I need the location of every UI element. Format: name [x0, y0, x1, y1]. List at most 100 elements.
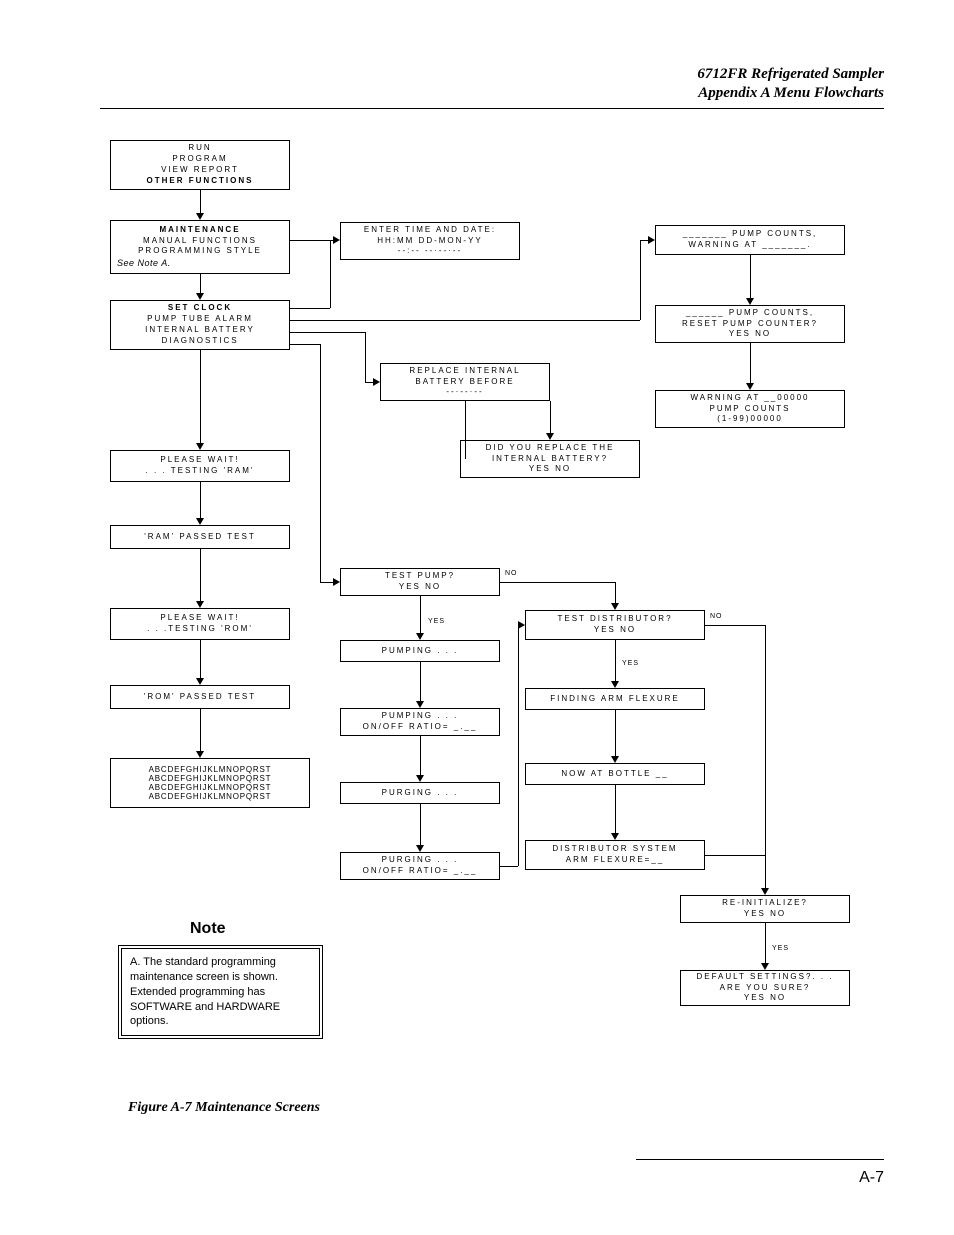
connector: [615, 640, 616, 681]
arrow-icon: [333, 578, 340, 586]
arrow-icon: [611, 681, 619, 688]
node-finding-arm: FINDING ARM FLEXURE: [525, 688, 705, 710]
arrow-icon: [196, 601, 204, 608]
connector: [750, 343, 751, 383]
node-testing-ram: PLEASE WAIT! . . . TESTING 'RAM': [110, 450, 290, 482]
node-run-menu: RUN PROGRAM VIEW REPORT OTHER FUNCTIONS: [110, 140, 290, 190]
node-testing-rom: PLEASE WAIT! . . .TESTING 'ROM': [110, 608, 290, 640]
node-chartest: ABCDEFGHIJKLMNOPQRST ABCDEFGHIJKLMNOPQRS…: [110, 758, 310, 808]
connector: [420, 596, 421, 633]
label-no: NO: [505, 570, 518, 577]
connector: [615, 582, 616, 603]
label-yes: YES: [622, 660, 639, 667]
connector: [550, 401, 551, 433]
label-yes: YES: [428, 618, 445, 625]
connector: [705, 625, 765, 626]
connector: [200, 640, 201, 678]
node-warning-range: WARNING AT __00000 PUMP COUNTS (1-99)000…: [655, 390, 845, 428]
arrow-icon: [373, 378, 380, 386]
arrow-icon: [416, 845, 424, 852]
node-ram-passed: 'RAM' PASSED TEST: [110, 525, 290, 549]
connector: [465, 401, 466, 459]
connector: [615, 710, 616, 756]
node-now-at-bottle: NOW AT BOTTLE __: [525, 763, 705, 785]
flowchart: RUN PROGRAM VIEW REPORT OTHER FUNCTIONS …: [100, 140, 890, 1080]
node-purging-ratio: PURGING . . . ON/OFF RATIO= _.__: [340, 852, 500, 880]
arrow-icon: [746, 383, 754, 390]
arrow-icon: [761, 963, 769, 970]
node-set-clock-menu: SET CLOCK PUMP TUBE ALARM INTERNAL BATTE…: [110, 300, 290, 350]
connector: [320, 344, 321, 582]
node-did-replace: DID YOU REPLACE THE INTERNAL BATTERY? YE…: [460, 440, 640, 478]
connector: [330, 240, 331, 308]
connector: [200, 482, 201, 518]
connector: [765, 923, 766, 963]
arrow-icon: [546, 433, 554, 440]
note-heading: Note: [190, 920, 226, 938]
connector: [640, 240, 648, 241]
footer-rule: [636, 1159, 884, 1160]
arrow-icon: [648, 236, 655, 244]
arrow-icon: [196, 518, 204, 525]
arrow-icon: [518, 621, 525, 629]
connector: [640, 240, 641, 320]
connector: [615, 785, 616, 833]
connector: [500, 866, 518, 867]
connector: [290, 240, 333, 241]
label-no: NO: [710, 613, 723, 620]
arrow-icon: [611, 603, 619, 610]
arrow-icon: [196, 213, 204, 220]
arrow-icon: [196, 678, 204, 685]
header-line-2: Appendix A Menu Flowcharts: [697, 84, 884, 103]
note-box: A. The standard programming maintenance …: [118, 945, 323, 1039]
node-replace-battery: REPLACE INTERNAL BATTERY BEFORE --·--·--: [380, 363, 550, 401]
node-rom-passed: 'ROM' PASSED TEST: [110, 685, 290, 709]
connector: [200, 549, 201, 601]
connector: [200, 190, 201, 213]
label-yes: YES: [772, 945, 789, 952]
header-rule: [100, 108, 884, 109]
node-enter-time: ENTER TIME AND DATE: HH:MM DD-MON-YY --:…: [340, 222, 520, 260]
page-number: A-7: [859, 1169, 884, 1187]
connector: [320, 582, 333, 583]
connector: [750, 255, 751, 298]
connector: [420, 736, 421, 775]
arrow-icon: [416, 701, 424, 708]
node-test-pump: TEST PUMP? YES NO: [340, 568, 500, 596]
arrow-icon: [611, 833, 619, 840]
connector: [200, 274, 201, 293]
connector: [765, 625, 766, 888]
node-reinitialize: RE-INITIALIZE? YES NO: [680, 895, 850, 923]
connector: [365, 332, 366, 382]
node-purging: PURGING . . .: [340, 782, 500, 804]
node-pumping: PUMPING . . .: [340, 640, 500, 662]
node-maintenance-menu: MAINTENANCE MANUAL FUNCTIONS PROGRAMMING…: [110, 220, 290, 274]
connector: [290, 308, 330, 309]
arrow-icon: [196, 751, 204, 758]
connector: [705, 855, 765, 856]
figure-caption: Figure A-7 Maintenance Screens: [128, 1100, 320, 1116]
arrow-icon: [196, 293, 204, 300]
note-body: A. The standard programming maintenance …: [121, 948, 320, 1036]
arrow-icon: [196, 443, 204, 450]
arrow-icon: [746, 298, 754, 305]
connector: [290, 332, 365, 333]
connector: [290, 320, 640, 321]
node-test-distributor: TEST DISTRIBUTOR? YES NO: [525, 610, 705, 640]
connector: [500, 582, 615, 583]
connector: [420, 804, 421, 845]
page-header: 6712FR Refrigerated Sampler Appendix A M…: [697, 65, 884, 103]
arrow-icon: [333, 236, 340, 244]
arrow-icon: [416, 633, 424, 640]
arrow-icon: [416, 775, 424, 782]
header-line-1: 6712FR Refrigerated Sampler: [697, 65, 884, 84]
arrow-icon: [761, 888, 769, 895]
node-arm-flexure: DISTRIBUTOR SYSTEM ARM FLEXURE=__: [525, 840, 705, 870]
connector: [290, 344, 320, 345]
connector: [420, 662, 421, 701]
connector: [518, 625, 519, 866]
node-pump-counts-warning: _______ PUMP COUNTS, WARNING AT _______.: [655, 225, 845, 255]
connector: [365, 382, 373, 383]
node-default-settings: DEFAULT SETTINGS?. . . ARE YOU SURE? YES…: [680, 970, 850, 1006]
arrow-icon: [611, 756, 619, 763]
